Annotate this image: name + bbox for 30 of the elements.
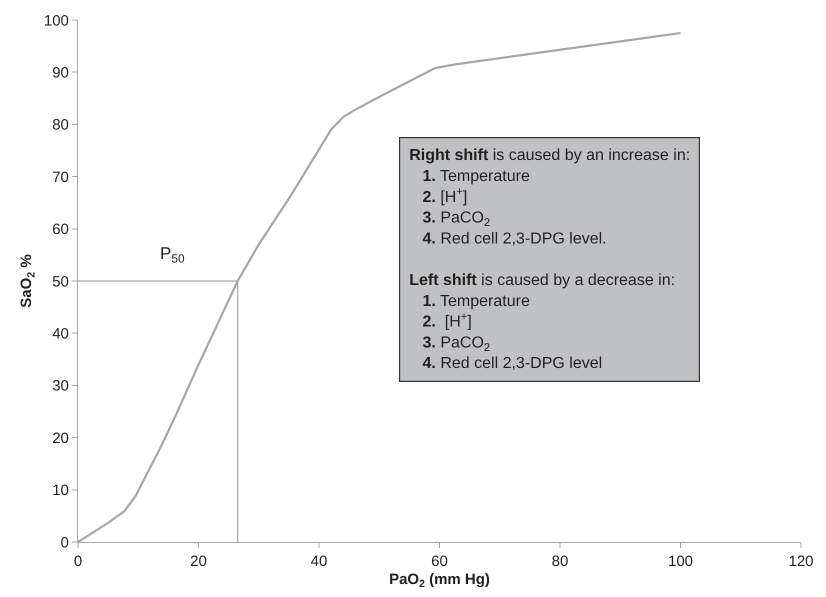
annotation: 1. Temperature <box>409 292 530 310</box>
annotation: 3. PaCO$_{2}$ <box>409 334 490 354</box>
y-tick-label: 0 <box>60 534 69 552</box>
y-tick-label: 70 <box>52 168 69 186</box>
annotation: 2. [H$^{+}$] <box>409 310 472 331</box>
y-tick-label: 10 <box>52 482 69 500</box>
x-tick-label: 20 <box>190 553 207 570</box>
y-tick-label: 80 <box>52 116 69 134</box>
annotation: Left shift is caused by a decrease in: <box>409 272 676 289</box>
x-tick-label: 120 <box>788 553 814 570</box>
annotation: P$_{50}$ <box>160 244 185 266</box>
y-tick-label: 30 <box>52 378 69 395</box>
annotation: 2. [H$^{+}$] <box>409 186 468 206</box>
y-tick-label: 90 <box>52 64 69 82</box>
y-tick-label: 40 <box>52 325 69 342</box>
annotation: 3. PaCO$_{2}$ <box>409 210 490 229</box>
x-tick-label: 0 <box>74 553 82 570</box>
y-tick-label: 60 <box>52 221 69 238</box>
x-axis-title: PaO$_{2}$ (mm Hg) <box>389 571 490 590</box>
x-tick-label: 40 <box>310 553 328 570</box>
annotation: 1. Temperature <box>409 168 530 185</box>
y-tick-label: 20 <box>52 430 69 447</box>
x-tick-label: 60 <box>431 553 448 570</box>
x-tick-label: 80 <box>552 553 568 570</box>
y-tick-label: 50 <box>52 273 69 290</box>
annotation: 4. Red cell 2,3-DPG level. <box>409 230 607 248</box>
x-tick-label: 100 <box>668 553 694 570</box>
annotation: Right shift is caused by an increase in: <box>409 147 690 164</box>
y-tick-label: 100 <box>44 12 69 30</box>
annotation: 4. Red cell 2,3-DPG level <box>409 355 602 372</box>
